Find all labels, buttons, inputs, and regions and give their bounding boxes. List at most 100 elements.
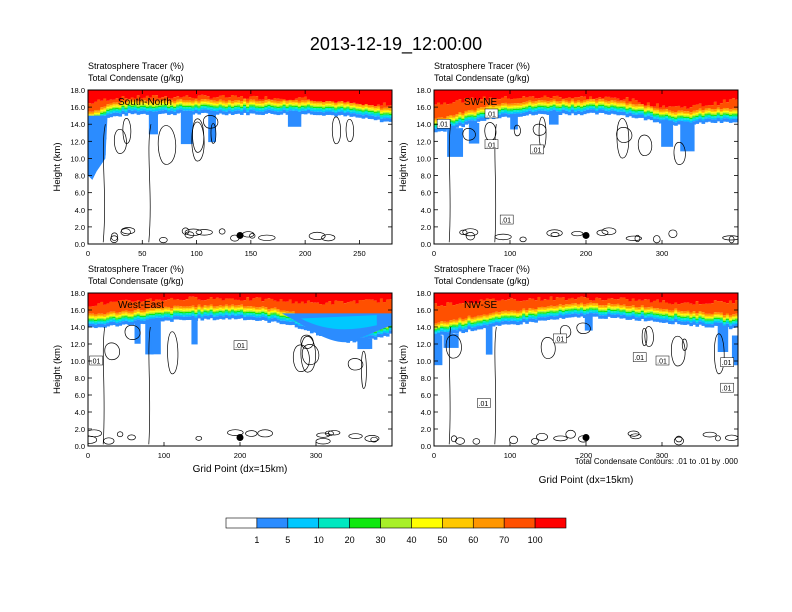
colorbar-tick-label: 50 bbox=[437, 535, 447, 545]
x-tick-label: 150 bbox=[245, 249, 258, 258]
condensate-contour bbox=[509, 435, 518, 445]
colorbar-tick-label: 1 bbox=[254, 535, 259, 545]
location-marker bbox=[236, 434, 244, 441]
colorbar-tick-label: 5 bbox=[285, 535, 290, 545]
condensate-contour bbox=[104, 342, 121, 361]
x-tick-label: 100 bbox=[504, 451, 517, 460]
condensate-contour bbox=[102, 326, 106, 445]
condensate-contour bbox=[321, 234, 336, 242]
condensate-contour bbox=[565, 429, 576, 439]
figure-title: 2013-12-19_12:00:00 bbox=[310, 34, 482, 55]
condensate-contour bbox=[102, 124, 106, 243]
condensate-contour bbox=[616, 126, 633, 143]
y-tick-label: 18.0 bbox=[70, 289, 85, 298]
y-tick-label: 8.0 bbox=[75, 374, 85, 383]
condensate-contour bbox=[673, 141, 686, 165]
cross-section-label: West-East bbox=[118, 300, 164, 311]
panel-title-line1: Stratosphere Tracer (%) bbox=[88, 264, 184, 274]
condensate-contour bbox=[181, 227, 190, 235]
panel-title-line1: Stratosphere Tracer (%) bbox=[434, 264, 530, 274]
colorbar-swatch bbox=[287, 517, 320, 529]
condensate-contour bbox=[370, 436, 378, 443]
condensate-contour bbox=[536, 432, 548, 441]
condensate-contour bbox=[616, 118, 630, 159]
contour-label-text: .01 bbox=[657, 359, 667, 366]
colorbar-swatch bbox=[442, 517, 474, 529]
contour-label: .01 bbox=[632, 352, 647, 362]
condensate-contour bbox=[301, 344, 320, 366]
condensate-contour bbox=[258, 234, 276, 241]
condensate-contour bbox=[210, 123, 217, 144]
plot-area: .01 .01 bbox=[88, 293, 392, 446]
condensate-contour bbox=[345, 118, 355, 143]
condensate-contour bbox=[195, 229, 213, 236]
condensate-contour bbox=[634, 234, 641, 243]
y-tick-label: 12.0 bbox=[70, 137, 85, 146]
condensate-contour bbox=[327, 430, 341, 436]
condensate-contour bbox=[157, 125, 177, 165]
condensate-contour bbox=[316, 432, 330, 438]
x-tick-label: 300 bbox=[310, 451, 323, 460]
y-tick-label: 16.0 bbox=[416, 306, 431, 315]
panel-title-line2: Total Condensate (g/kg) bbox=[88, 73, 184, 83]
contour-label-text: .01 bbox=[235, 343, 245, 350]
condensate-contour bbox=[641, 327, 648, 347]
condensate-contour bbox=[462, 228, 479, 237]
y-tick-label: 4.0 bbox=[421, 408, 431, 417]
condensate-contour bbox=[653, 235, 661, 244]
condensate-contour bbox=[637, 134, 653, 157]
y-tick-label: 0.0 bbox=[421, 240, 431, 249]
condensate-contour bbox=[550, 232, 560, 237]
plot-area: .01 .01 .01 .01 .01 .01 bbox=[434, 293, 738, 446]
condensate-contour bbox=[116, 431, 124, 438]
y-tick-label: 10.0 bbox=[416, 154, 431, 163]
panels: Stratosphere Tracer (%) Total Condensate … bbox=[52, 61, 739, 486]
condensate-contour bbox=[184, 228, 203, 236]
panel-title-line2: Total Condensate (g/kg) bbox=[88, 276, 184, 286]
condensate-contour bbox=[465, 232, 476, 241]
colorbar-tick-label: 20 bbox=[345, 535, 355, 545]
y-tick-label: 12.0 bbox=[416, 340, 431, 349]
plot-area bbox=[88, 90, 392, 244]
y-tick-label: 14.0 bbox=[70, 120, 85, 129]
condensate-contour bbox=[472, 438, 481, 445]
x-tick-label: 200 bbox=[580, 451, 593, 460]
colorbar-tick-label: 10 bbox=[314, 535, 324, 545]
condensate-contour bbox=[455, 437, 465, 445]
x-tick-label: 0 bbox=[432, 249, 436, 258]
x-tick-label: 300 bbox=[656, 249, 669, 258]
y-tick-label: 18.0 bbox=[416, 289, 431, 298]
condensate-contour bbox=[670, 335, 686, 367]
condensate-contour bbox=[596, 229, 609, 236]
condensate-contour bbox=[448, 124, 452, 243]
contour-label: .01 bbox=[484, 108, 499, 118]
condensate-contour bbox=[601, 227, 617, 236]
condensate-contour bbox=[494, 326, 497, 445]
contour-label-text: .01 bbox=[532, 147, 542, 154]
y-tick-label: 16.0 bbox=[416, 103, 431, 112]
colorbar-swatch bbox=[318, 517, 350, 529]
condensate-contour bbox=[292, 344, 310, 373]
condensate-contour bbox=[494, 124, 497, 243]
condensate-contour bbox=[127, 434, 136, 441]
condensate-contour bbox=[110, 235, 119, 243]
y-tick-label: 16.0 bbox=[70, 306, 85, 315]
x-tick-label: 250 bbox=[353, 249, 366, 258]
y-tick-label: 4.0 bbox=[421, 206, 431, 215]
contour-label-text: .01 bbox=[486, 111, 496, 118]
condensate-contour bbox=[364, 435, 380, 442]
y-tick-label: 6.0 bbox=[75, 189, 85, 198]
condensate-contour bbox=[625, 235, 642, 241]
panel-sw-ne: Stratosphere Tracer (%) Total Condensate … bbox=[398, 61, 739, 258]
contour-label: .01 bbox=[484, 139, 499, 149]
cross-section-label: SW-NE bbox=[464, 97, 497, 108]
cross-section-label: NW-SE bbox=[464, 300, 497, 311]
condensate-contour bbox=[300, 335, 316, 373]
y-tick-label: 16.0 bbox=[70, 103, 85, 112]
y-tick-label: 2.0 bbox=[75, 425, 85, 434]
contour-label: .01 bbox=[553, 333, 567, 343]
colorbar-swatch bbox=[349, 517, 381, 529]
condensate-contour bbox=[159, 237, 168, 244]
tracer-intrusion bbox=[88, 115, 108, 180]
